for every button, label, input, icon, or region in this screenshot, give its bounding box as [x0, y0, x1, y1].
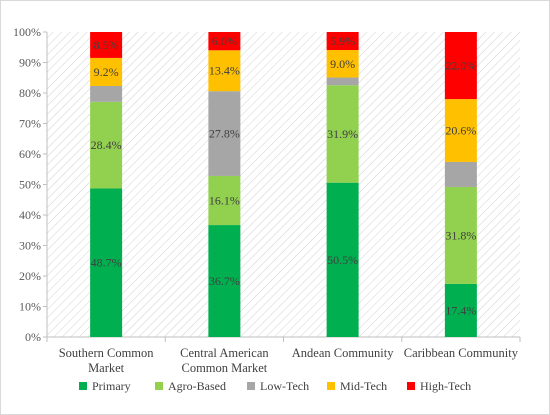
- data-label: 13.4%: [209, 64, 240, 78]
- data-label: 31.8%: [445, 228, 476, 242]
- y-tick-label: 100%: [13, 25, 41, 39]
- bar-segment-low-tech: [90, 85, 123, 102]
- legend: Primary Agro-Based Low-Tech Mid-Tech High-Te…: [79, 379, 471, 393]
- bar-segment-agro-based: [90, 101, 123, 189]
- y-tick-label: 60%: [19, 147, 41, 161]
- legend-label: Primary: [92, 379, 131, 393]
- plot-area: [47, 32, 520, 337]
- legend-swatch: [247, 382, 255, 390]
- data-label: 5.9%: [330, 34, 355, 48]
- bar-segment-mid-tech: [326, 50, 359, 78]
- legend-label: Low-Tech: [260, 379, 309, 393]
- data-label: 20.6%: [445, 124, 476, 138]
- data-label: 36.7%: [209, 274, 240, 288]
- y-tick-label: 30%: [19, 239, 41, 253]
- y-tick-label: 70%: [19, 117, 41, 131]
- data-label: 8.5%: [94, 38, 119, 52]
- data-label: 9.2%: [94, 65, 119, 79]
- y-tick-label: 10%: [19, 300, 41, 314]
- bar-segment-high-tech: [326, 32, 359, 51]
- x-category-label: Market: [88, 361, 125, 375]
- x-category-label: Andean Community: [292, 346, 394, 360]
- data-label: 48.7%: [91, 256, 122, 270]
- data-label: 50.5%: [327, 253, 358, 267]
- y-tick-label: 40%: [19, 208, 41, 222]
- data-label: 27.8%: [209, 127, 240, 141]
- bar-segment-primary: [326, 182, 359, 337]
- y-tick-label: 50%: [19, 178, 41, 192]
- bar-segment-agro-based: [444, 186, 477, 284]
- legend-label: Agro-Based: [168, 379, 226, 393]
- data-label: 16.1%: [209, 194, 240, 208]
- bar-segment-high-tech: [90, 32, 123, 58]
- data-label: 28.4%: [91, 138, 122, 152]
- legend-label: High-Tech: [420, 379, 471, 393]
- legend-swatch: [79, 382, 87, 390]
- data-labels: 48.7% 28.4% 9.2% 8.5% 36.7% 16.1% 27.8% 13.4% 6.…: [91, 34, 477, 317]
- bar-segment-low-tech: [444, 161, 477, 187]
- x-category-label: Caribbean Community: [404, 346, 519, 360]
- data-label: 31.9%: [327, 127, 358, 141]
- plot-background: [47, 32, 520, 337]
- bar-segment-low-tech: [208, 91, 241, 176]
- bar-segment-primary: [444, 283, 477, 337]
- bar-segment-mid-tech: [90, 57, 123, 86]
- data-label: 9.0%: [330, 57, 355, 71]
- legend-swatch: [407, 382, 415, 390]
- x-category-label: Central American: [180, 346, 269, 360]
- bar-segment-primary: [208, 225, 241, 337]
- y-tick-label: 80%: [19, 86, 41, 100]
- y-tick-label: 20%: [19, 269, 41, 283]
- legend-swatch: [327, 382, 335, 390]
- data-label: 22.0%: [445, 59, 476, 73]
- bar-segment-agro-based: [326, 85, 359, 183]
- data-label: 6.0%: [212, 34, 237, 48]
- bar-segment-high-tech: [444, 32, 477, 100]
- bar-segment-mid-tech: [208, 50, 241, 92]
- x-category-label: Common Market: [181, 361, 267, 375]
- bar-segment-low-tech: [326, 77, 359, 86]
- bar-segment-mid-tech: [444, 99, 477, 162]
- data-label: 17.4%: [445, 303, 476, 317]
- x-category-label: Southern Common: [59, 346, 155, 360]
- bar-segment-primary: [90, 188, 123, 337]
- bar-segment-high-tech: [208, 32, 241, 51]
- legend-label: Mid-Tech: [340, 379, 387, 393]
- bars: [90, 32, 477, 337]
- y-axis: 0% 10% 20% 30% 40% 50% 60% 70% 80% 90% 100%: [13, 25, 48, 344]
- y-tick-label: 90%: [19, 56, 41, 70]
- bar-segment-agro-based: [208, 175, 241, 226]
- legend-swatch: [155, 382, 163, 390]
- y-tick-label: 0%: [25, 330, 41, 344]
